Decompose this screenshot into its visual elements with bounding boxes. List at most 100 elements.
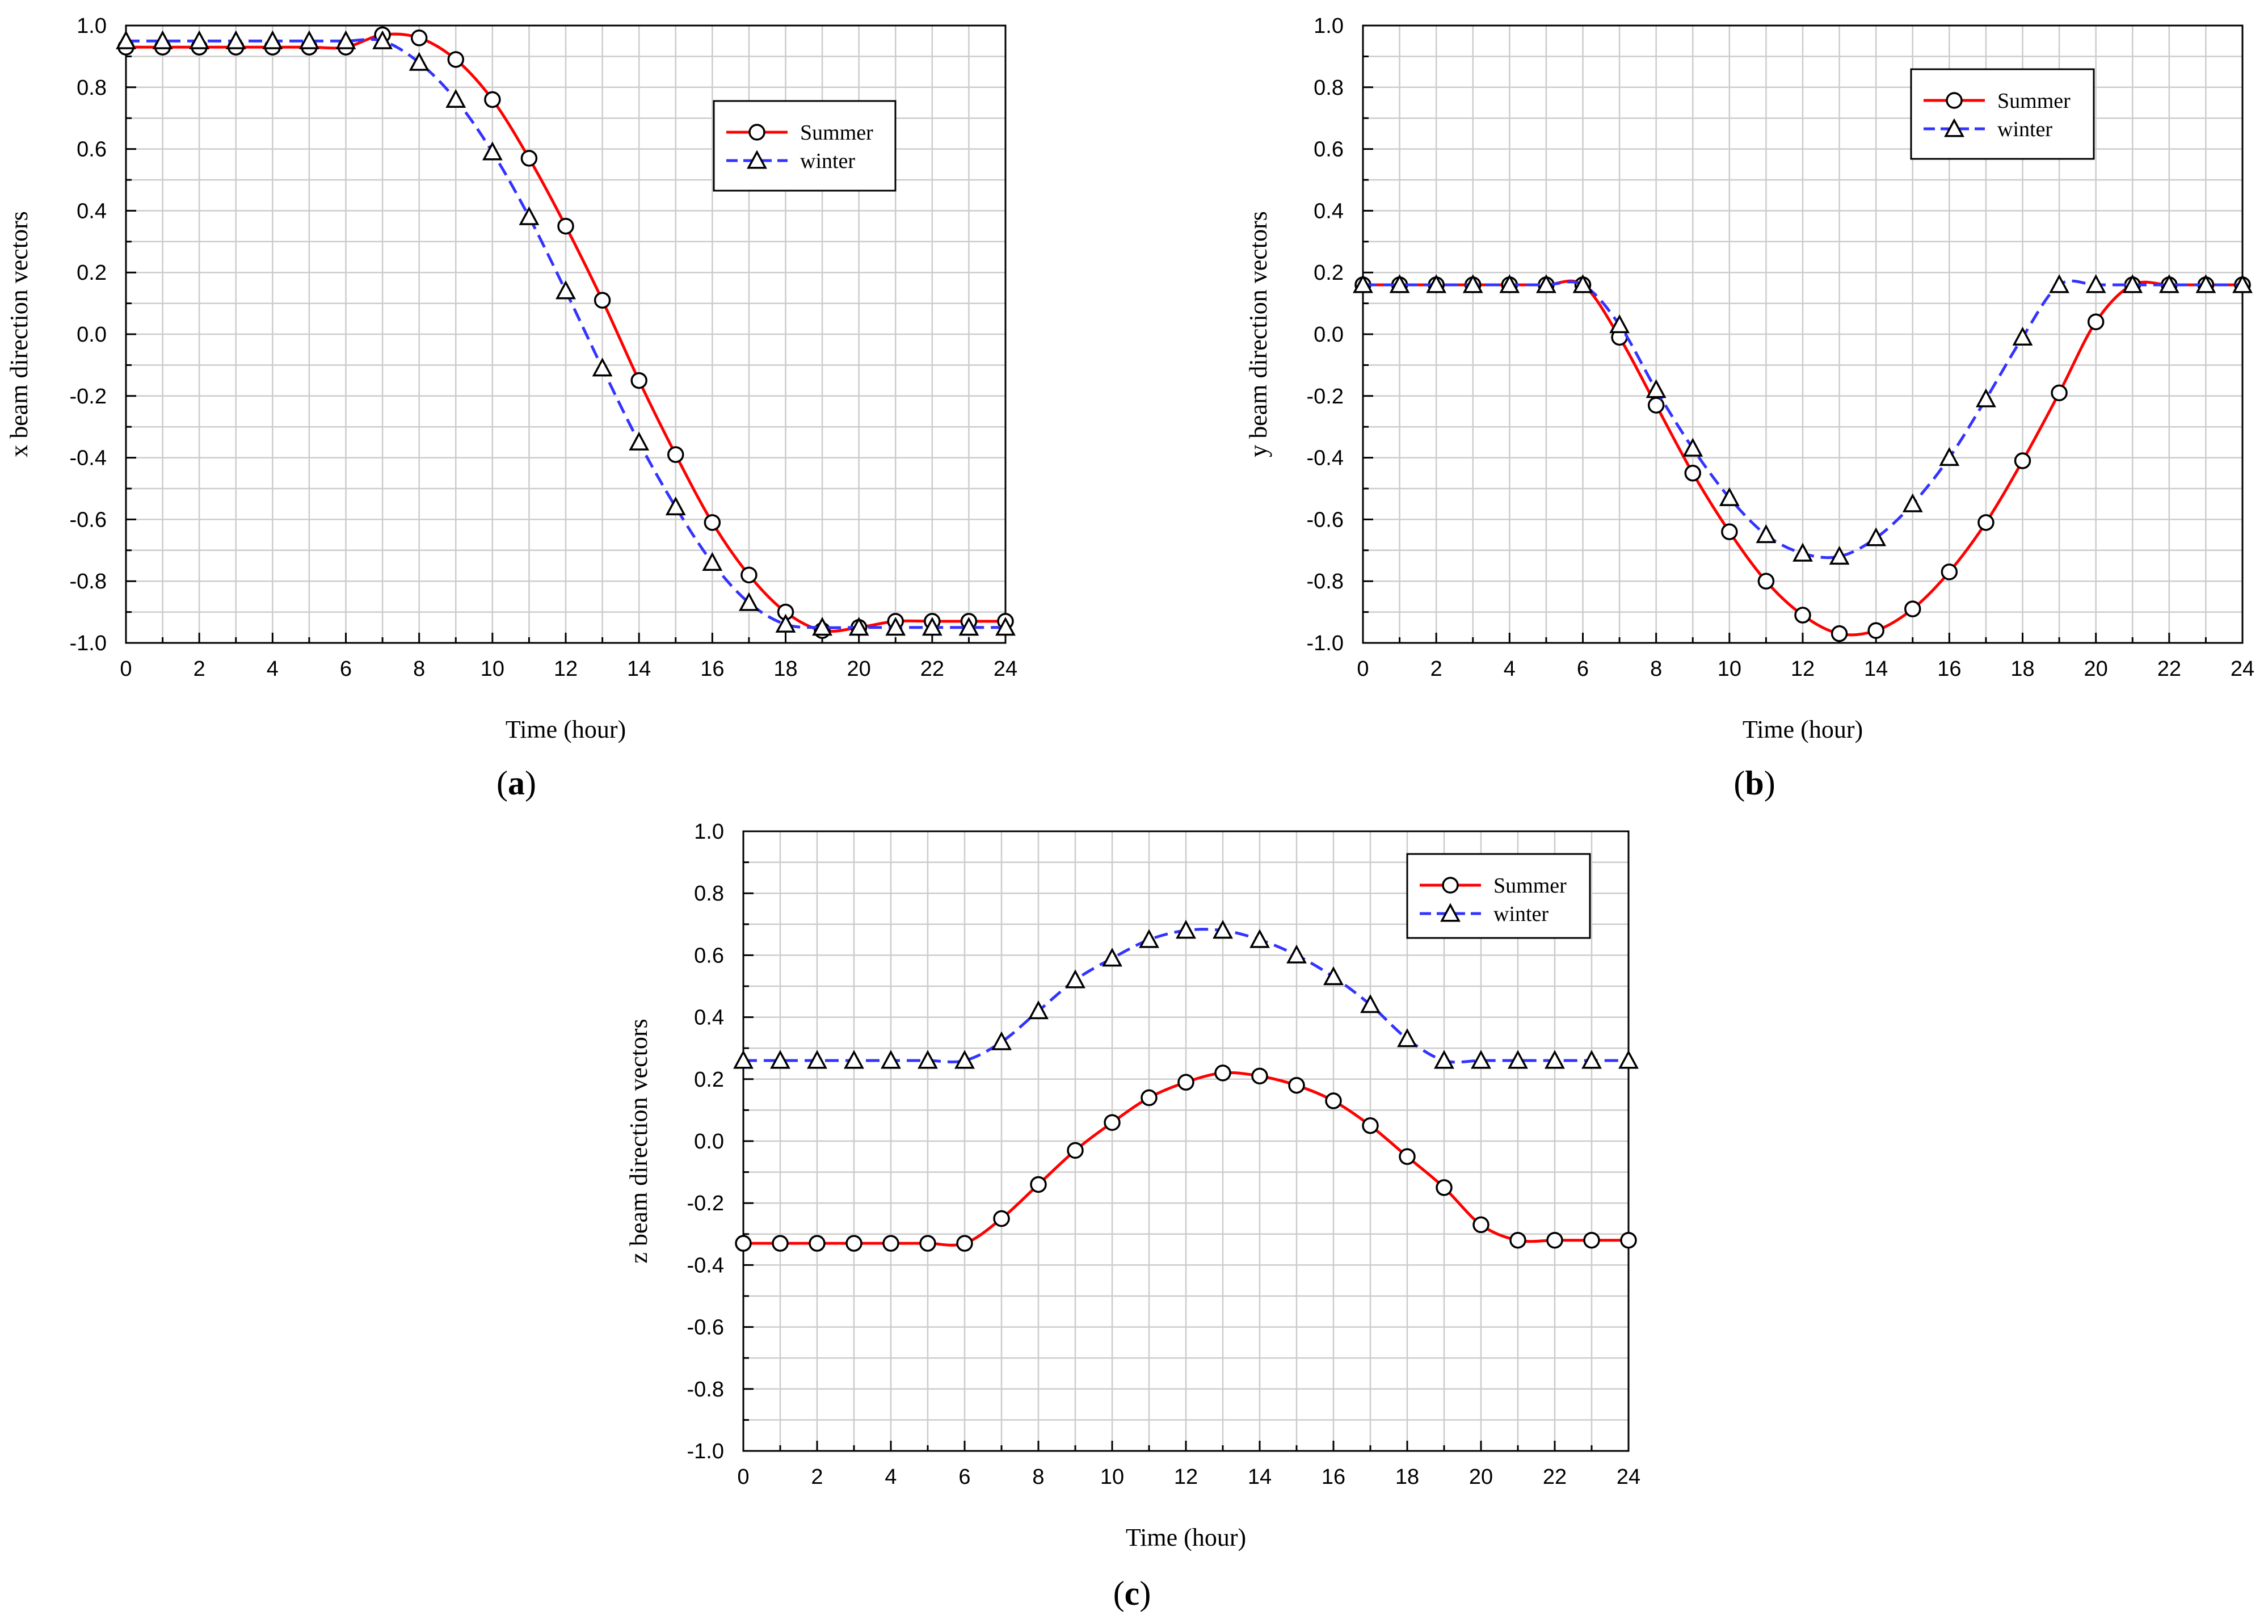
legend-label-summer: Summer <box>1493 874 1567 898</box>
y-tick-label: -0.4 <box>687 1253 724 1277</box>
data-point-marker <box>1440 903 1461 922</box>
y-tick-label: 0.6 <box>1314 138 1344 162</box>
y-tick-label: 0.2 <box>1314 261 1344 285</box>
data-point-marker <box>1397 1028 1417 1047</box>
data-point-marker <box>225 30 246 49</box>
y-tick-label: 1.0 <box>694 820 724 844</box>
legend: Summer winter <box>1406 853 1591 939</box>
caption-open-paren: ( <box>1113 1575 1125 1612</box>
x-tick-label: 18 <box>2010 657 2034 681</box>
data-point-marker <box>958 617 979 636</box>
x-axis-title: Time (hour) <box>1743 716 1863 743</box>
x-tick-label: 0 <box>1357 657 1369 681</box>
legend: Summer winter <box>1910 68 2095 160</box>
data-point-marker <box>1288 1076 1305 1094</box>
data-point-marker <box>954 1050 975 1069</box>
data-point-marker <box>1065 969 1085 988</box>
data-point-marker <box>1682 437 1703 457</box>
x-tick-label: 8 <box>1032 1465 1044 1489</box>
chart-panel-b: 0 2 4 6 8 10 12 14 16 18 20 22 24-1.0-0.8-0.6-0.4-0.… <box>1244 14 2254 802</box>
data-point-marker <box>735 1235 752 1252</box>
y-tick-label: 0.2 <box>694 1068 724 1092</box>
data-point-marker <box>1794 607 1811 624</box>
legend-label-summer: Summer <box>1997 89 2071 113</box>
y-tick-label: 0.6 <box>77 138 107 162</box>
caption-letter: b <box>1745 764 1764 802</box>
y-tick-label: -0.2 <box>70 385 107 409</box>
data-point-marker <box>1176 920 1196 939</box>
x-tick-label: 0 <box>737 1465 749 1489</box>
data-point-marker <box>1471 1050 1491 1069</box>
series-winter <box>1353 274 2253 565</box>
data-point-marker <box>1944 118 1964 137</box>
data-point-marker <box>1941 563 1958 580</box>
data-point-marker <box>882 1235 899 1252</box>
legend-label-summer: Summer <box>800 121 873 145</box>
x-tick-label: 4 <box>885 1465 897 1489</box>
y-tick-label: 0.6 <box>694 944 724 967</box>
x-tick-label: 22 <box>2157 657 2181 681</box>
data-point-marker <box>1646 379 1667 398</box>
data-point-marker <box>770 1050 790 1069</box>
data-point-marker <box>1249 929 1270 948</box>
x-axis-title: Time (hour) <box>506 716 626 743</box>
y-tick-label: 0.0 <box>1314 323 1344 347</box>
data-point-marker <box>116 30 136 49</box>
x-tick-label: 12 <box>1791 657 1815 681</box>
y-tick-label: 0.2 <box>77 261 107 285</box>
y-tick-label: 1.0 <box>77 14 107 38</box>
data-point-marker <box>1756 524 1777 544</box>
data-point-marker <box>1535 274 1556 293</box>
data-point-marker <box>1829 545 1850 565</box>
data-point-marker <box>1426 274 1447 293</box>
data-point-marker <box>2232 274 2253 293</box>
x-tick-label: 20 <box>2084 657 2108 681</box>
data-point-marker <box>702 552 723 571</box>
caption-open-paren: ( <box>1733 764 1745 802</box>
data-point-marker <box>1572 274 1593 293</box>
data-point-marker <box>1902 493 1923 512</box>
x-tick-label: 22 <box>920 657 944 681</box>
data-point-marker <box>1684 465 1701 482</box>
data-point-marker <box>747 150 767 169</box>
data-point-marker <box>1609 314 1630 334</box>
data-point-marker <box>1721 523 1738 540</box>
y-tick-label: 0.4 <box>1314 199 1344 223</box>
caption-close-paren: ) <box>1139 1575 1151 1612</box>
data-point-marker <box>2014 452 2031 469</box>
x-tick-label: 2 <box>811 1465 823 1489</box>
data-point-marker <box>1362 1117 1379 1134</box>
x-tick-label: 10 <box>481 657 504 681</box>
x-tick-label: 8 <box>1650 657 1662 681</box>
y-axis-title: z beam direction vectors <box>625 1019 653 1263</box>
data-point-marker <box>1102 948 1122 967</box>
data-point-marker <box>482 141 503 161</box>
y-tick-label: -0.2 <box>687 1192 724 1215</box>
data-point-marker <box>1618 1050 1639 1069</box>
legend-box <box>1910 68 2095 160</box>
caption-close-paren: ) <box>1764 764 1775 802</box>
caption-close-paren: ) <box>525 764 536 802</box>
data-point-marker <box>2049 274 2070 293</box>
x-tick-label: 10 <box>1100 1465 1124 1489</box>
legend-label-winter: winter <box>800 149 855 173</box>
data-point-marker <box>1139 929 1159 948</box>
data-point-marker <box>1286 944 1307 964</box>
data-point-marker <box>1399 1148 1416 1166</box>
data-point-marker <box>1436 1179 1453 1196</box>
x-tick-label: 24 <box>1617 1465 1640 1489</box>
data-point-marker <box>298 30 319 49</box>
x-tick-label: 24 <box>994 657 1017 681</box>
x-tick-label: 14 <box>1248 1465 1272 1489</box>
data-point-marker <box>1546 1231 1563 1249</box>
data-point-marker <box>630 372 647 389</box>
data-point-marker <box>1141 1089 1158 1106</box>
data-point-marker <box>445 89 466 108</box>
y-tick-label: 0.8 <box>1314 76 1344 100</box>
data-point-marker <box>1028 1000 1049 1020</box>
chart-panel-c: 0 2 4 6 8 10 12 14 16 18 20 22 24-1.0-0.8-0.6-0.4-0.… <box>625 820 1640 1612</box>
x-tick-label: 8 <box>413 657 425 681</box>
x-tick-label: 0 <box>120 657 132 681</box>
data-point-marker <box>152 30 173 49</box>
y-tick-label: -0.4 <box>1307 447 1344 470</box>
